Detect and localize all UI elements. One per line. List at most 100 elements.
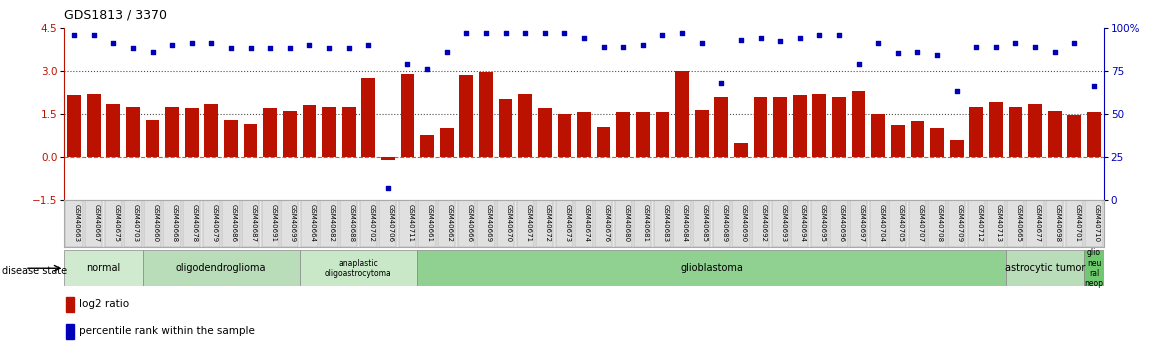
FancyBboxPatch shape — [614, 200, 632, 247]
Point — [653, 32, 672, 37]
Text: GSM40698: GSM40698 — [1055, 204, 1061, 242]
FancyBboxPatch shape — [811, 200, 828, 247]
FancyBboxPatch shape — [398, 200, 416, 247]
FancyBboxPatch shape — [595, 200, 612, 247]
FancyBboxPatch shape — [478, 200, 494, 247]
Point — [712, 80, 731, 86]
Point — [889, 51, 908, 56]
Text: anaplastic
oligoastrocytoma: anaplastic oligoastrocytoma — [325, 258, 391, 278]
FancyBboxPatch shape — [772, 200, 788, 247]
Point — [280, 46, 299, 51]
Point — [516, 30, 535, 36]
FancyBboxPatch shape — [203, 200, 220, 247]
Text: GSM40704: GSM40704 — [878, 204, 884, 242]
FancyBboxPatch shape — [732, 200, 750, 247]
FancyBboxPatch shape — [1065, 200, 1083, 247]
Bar — [950, 140, 964, 157]
FancyBboxPatch shape — [64, 250, 142, 286]
Point — [84, 32, 103, 37]
Text: GSM40692: GSM40692 — [760, 204, 766, 242]
Point — [1065, 40, 1084, 46]
Text: GSM40691: GSM40691 — [270, 204, 276, 242]
FancyBboxPatch shape — [791, 200, 808, 247]
Text: log2 ratio: log2 ratio — [78, 299, 128, 309]
Bar — [68, 95, 81, 157]
Bar — [165, 107, 179, 157]
Bar — [479, 72, 493, 157]
Text: GSM40708: GSM40708 — [937, 204, 943, 242]
Bar — [420, 135, 434, 157]
FancyBboxPatch shape — [183, 200, 201, 247]
FancyBboxPatch shape — [674, 200, 690, 247]
Point — [477, 30, 495, 36]
Point — [869, 40, 888, 46]
Point — [418, 66, 437, 72]
FancyBboxPatch shape — [1085, 200, 1103, 247]
Text: GSM40688: GSM40688 — [348, 204, 355, 242]
Text: GSM40706: GSM40706 — [388, 204, 394, 242]
FancyBboxPatch shape — [516, 200, 534, 247]
FancyBboxPatch shape — [320, 200, 338, 247]
Point — [320, 46, 339, 51]
Bar — [86, 94, 100, 157]
FancyBboxPatch shape — [360, 200, 377, 247]
FancyBboxPatch shape — [948, 200, 965, 247]
Point — [222, 46, 241, 51]
Point — [751, 35, 770, 41]
Text: GSM40684: GSM40684 — [682, 204, 688, 242]
Bar — [381, 157, 395, 160]
Bar — [1009, 107, 1022, 157]
Bar — [675, 71, 689, 157]
Bar — [361, 78, 375, 157]
FancyBboxPatch shape — [458, 200, 475, 247]
Bar — [1087, 112, 1100, 157]
Text: astrocytic tumor: astrocytic tumor — [1004, 263, 1085, 273]
Bar — [851, 91, 865, 157]
Text: GSM40690: GSM40690 — [741, 204, 746, 242]
Text: GSM40670: GSM40670 — [506, 204, 512, 242]
Bar — [734, 142, 748, 157]
Text: GSM40681: GSM40681 — [642, 204, 649, 242]
Point — [1006, 40, 1024, 46]
Point — [437, 49, 456, 55]
FancyBboxPatch shape — [222, 200, 239, 247]
Point — [555, 30, 573, 36]
Point — [595, 44, 613, 49]
FancyBboxPatch shape — [850, 200, 867, 247]
FancyBboxPatch shape — [693, 200, 710, 247]
Bar — [204, 104, 218, 157]
Point — [849, 61, 868, 67]
Text: GSM40678: GSM40678 — [192, 204, 197, 242]
Point — [693, 40, 711, 46]
Text: GSM40673: GSM40673 — [564, 204, 570, 242]
Text: GSM40712: GSM40712 — [976, 204, 982, 242]
FancyBboxPatch shape — [929, 200, 946, 247]
FancyBboxPatch shape — [889, 200, 906, 247]
Text: GSM40664: GSM40664 — [310, 204, 315, 242]
Point — [575, 35, 593, 41]
Point — [144, 49, 162, 55]
Bar — [244, 124, 257, 157]
Text: GSM40682: GSM40682 — [329, 204, 335, 242]
Text: GSM40667: GSM40667 — [93, 204, 99, 242]
FancyBboxPatch shape — [1084, 250, 1104, 286]
FancyBboxPatch shape — [634, 200, 652, 247]
FancyBboxPatch shape — [1047, 200, 1063, 247]
Point — [124, 46, 142, 51]
Point — [64, 32, 83, 37]
FancyBboxPatch shape — [869, 200, 887, 247]
Bar — [832, 97, 846, 157]
Point — [359, 42, 377, 48]
Text: GSM40710: GSM40710 — [1094, 204, 1100, 242]
Bar — [891, 125, 905, 157]
Bar — [106, 104, 120, 157]
Text: GSM40679: GSM40679 — [211, 204, 217, 242]
FancyBboxPatch shape — [1027, 200, 1044, 247]
FancyBboxPatch shape — [85, 200, 103, 247]
Bar — [753, 97, 767, 157]
Point — [987, 44, 1006, 49]
Text: GSM40689: GSM40689 — [722, 204, 728, 242]
Bar — [519, 94, 531, 157]
Text: GSM40660: GSM40660 — [153, 204, 159, 242]
Point — [260, 46, 279, 51]
